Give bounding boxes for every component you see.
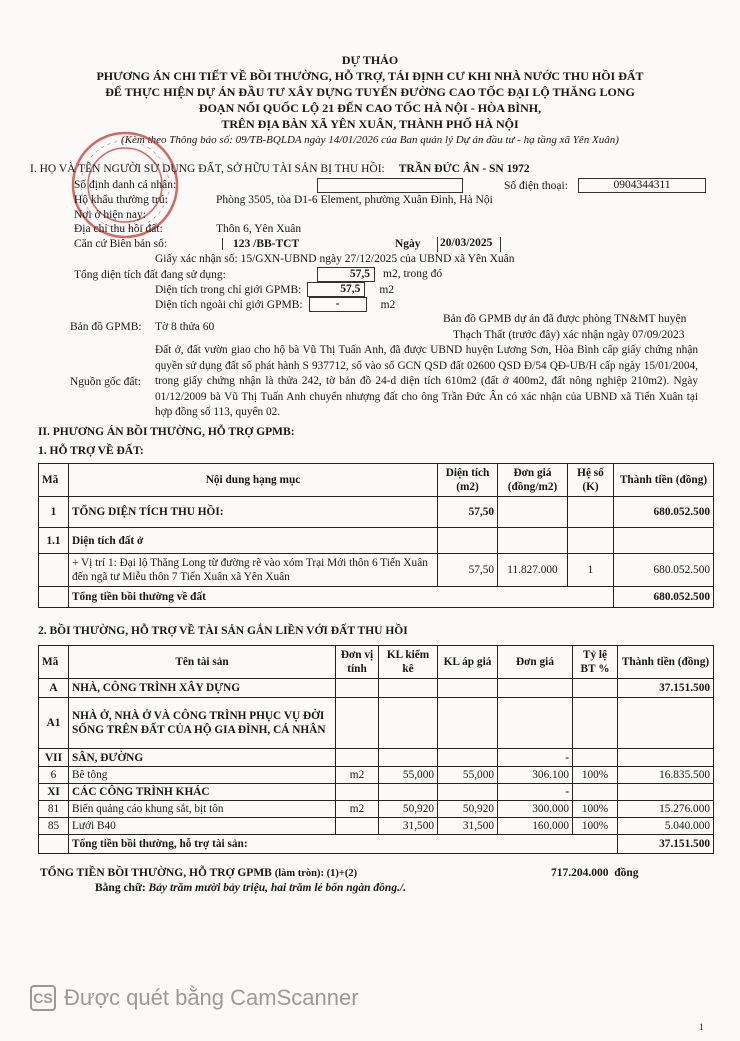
phone-row: Số điện thoại: 0904344311 bbox=[504, 178, 706, 193]
address-label: Địa chỉ thu hồi đất: bbox=[74, 223, 163, 235]
assets-heading: 2. BỒI THƯỜNG, HỖ TRỢ VỀ TÀI SẢN GẮN LIỀ… bbox=[38, 625, 408, 637]
table-row: 1 TỔNG DIỆN TÍCH THU HỒI: 57,50 680.052.500 bbox=[38, 496, 714, 528]
land-heading: 1. HỖ TRỢ VỀ ĐẤT: bbox=[38, 445, 144, 457]
table-row: 1.1 Diện tích đất ở bbox=[38, 527, 714, 554]
map-note: Bản đồ GPMB dự án đã được phòng TN&MT hu… bbox=[443, 313, 687, 325]
amount-in-words: Bằng chữ: Bảy trăm mười bảy triệu, hai t… bbox=[95, 882, 407, 894]
total-area-unit: m2, trong đó bbox=[383, 268, 443, 280]
doc-title-line3: ĐOẠN NỐI QUỐC LỘ 21 ĐẾN CAO TỐC HÀ NỘI -… bbox=[198, 101, 542, 115]
residence-label: Hộ khẩu thường trú: bbox=[74, 194, 168, 206]
current-address-label: Nơi ở hiện nay: bbox=[74, 209, 146, 221]
doc-note: (Kèm theo Thông báo số: 09/TB-BQLDA ngày… bbox=[121, 134, 619, 146]
confirmation: Giấy xác nhận số: 15/GXN-UBND ngày 27/12… bbox=[155, 253, 515, 265]
outside-area-label: Diện tích ngoài chỉ giới GPMB: bbox=[155, 298, 303, 311]
inside-area-unit: m2 bbox=[379, 283, 395, 296]
assets-table: Mã Tên tài sản Đơn vị tính KL kiểm kê KL áp … bbox=[38, 645, 714, 854]
record-label: Căn cứ Biên bản số: bbox=[74, 238, 168, 250]
residence-value: Phòng 3505, tòa D1-6 Element, phường Xuâ… bbox=[216, 194, 493, 206]
section2-heading: II. PHƯƠNG ÁN BỒI THƯỜNG, HỖ TRỢ GPMB: bbox=[38, 426, 295, 438]
inside-area-label: Diện tích trong chỉ giới GPMB: bbox=[155, 283, 302, 296]
address-value: Thôn 6, Yên Xuân bbox=[216, 223, 302, 235]
table-header: Mã Tên tài sản Đơn vị tính KL kiểm kê KL áp … bbox=[38, 645, 714, 679]
table-row: 81 Biển quảng cáo khung sắt, bịt tôn m2 50,… bbox=[38, 800, 714, 818]
outside-area: - bbox=[308, 297, 367, 312]
total-area-row: Tổng diện tích đất đang sử dụng: 57,5 bbox=[74, 267, 375, 282]
doc-title-line4: TRÊN ĐỊA BÀN XÃ YÊN XUÂN, THÀNH PHỐ HÀ N… bbox=[221, 117, 519, 131]
table-row: 85 Lưới B40 31,500 31,500 160.000 100% 5.040.0… bbox=[38, 817, 714, 835]
page-number: 1 bbox=[699, 1022, 704, 1032]
owner-name: TRẦN ĐỨC ÂN - SN 1972 bbox=[398, 163, 530, 175]
watermark-text: Được quét bằng CamScanner bbox=[64, 985, 359, 1010]
total-area: 57,5 bbox=[317, 267, 375, 282]
table-row: 6 Bê tông m2 55,000 55,000 306.100 100% 16.835.… bbox=[38, 766, 714, 784]
map-value: Tờ 8 thửa 60 bbox=[155, 321, 215, 333]
id-label: Số định danh cá nhân: bbox=[74, 179, 177, 191]
phone-label: Số điện thoại: bbox=[504, 179, 568, 192]
map-label: Bản đồ GPMB: bbox=[70, 321, 142, 333]
table-row: + Vị trí 1: Đại lộ Thăng Long từ đường r… bbox=[38, 553, 714, 587]
table-row: VII SÂN, ĐƯỜNG - bbox=[38, 748, 714, 767]
origin-text: Đất ở, đất vườn giao cho hộ bà Vũ Thị Tu… bbox=[155, 344, 698, 418]
record-date: 20/03/2025 bbox=[437, 237, 501, 252]
camscanner-watermark: CS Được quét bằng CamScanner bbox=[30, 985, 359, 1011]
summary-amount: 717.204.000 đồng bbox=[551, 867, 639, 879]
section1-heading-row: I. HỌ VÀ TÊN NGƯỜI SỬ DỤNG ĐẤT, SỞ HỮU T… bbox=[30, 163, 530, 175]
table-row: A NHÀ, CÔNG TRÌNH XÂY DỰNG 37.151.500 bbox=[38, 678, 714, 698]
doc-title-line1: PHƯƠNG ÁN CHI TIẾT VỀ BỒI THƯỜNG, HỖ TRỢ… bbox=[96, 69, 644, 83]
origin-label: Nguồn gốc đất: bbox=[70, 376, 141, 388]
official-stamp bbox=[71, 131, 179, 239]
id-field bbox=[317, 178, 463, 193]
draft-label: DỰ THẢO bbox=[341, 53, 399, 67]
land-total-row: Tổng tiền bồi thường về đất 680.052.500 bbox=[38, 586, 714, 608]
camscanner-logo-icon: CS bbox=[30, 985, 56, 1011]
total-area-label: Tổng diện tích đất đang sử dụng: bbox=[74, 268, 226, 281]
assets-total-row: Tổng tiền bồi thường, hỗ trợ tài sản: 37.… bbox=[38, 834, 714, 854]
outside-area-unit: m2 bbox=[380, 298, 396, 311]
summary-label: TỔNG TIỀN BỒI THƯỜNG, HỖ TRỢ GPMB (làm t… bbox=[40, 867, 358, 879]
table-row: A1 NHÀ Ở, NHÀ Ở VÀ CÔNG TRÌNH PHỤC VỤ ĐỜI… bbox=[38, 697, 714, 749]
land-table: Mã Nội dung hạng mục Diện tích (m2) Đơn giá… bbox=[38, 463, 714, 608]
inside-area: 57,5 bbox=[307, 282, 366, 297]
phone-field: 0904344311 bbox=[578, 178, 706, 193]
doc-title-line2: ĐỂ THỰC HIỆN DỰ ÁN ĐẦU TƯ XÂY DỰNG TUYẾN… bbox=[105, 85, 635, 99]
map-note-date: Thạch Thất (trước đây) xác nhận ngày 07/… bbox=[453, 329, 685, 341]
date-label: Ngày bbox=[395, 238, 421, 250]
inside-area-row: Diện tích trong chỉ giới GPMB: 57,5 m2 bbox=[155, 282, 394, 297]
outside-area-row: Diện tích ngoài chỉ giới GPMB: - m2 bbox=[155, 297, 395, 312]
table-row: XI CÁC CÔNG TRÌNH KHÁC - bbox=[38, 783, 714, 801]
table-header: Mã Nội dung hạng mục Diện tích (m2) Đơn giá… bbox=[38, 463, 714, 497]
record-number: 123 /BB-TCT bbox=[222, 238, 382, 250]
section1-heading: I. HỌ VÀ TÊN NGƯỜI SỬ DỤNG ĐẤT, SỞ HỮU T… bbox=[30, 163, 385, 175]
